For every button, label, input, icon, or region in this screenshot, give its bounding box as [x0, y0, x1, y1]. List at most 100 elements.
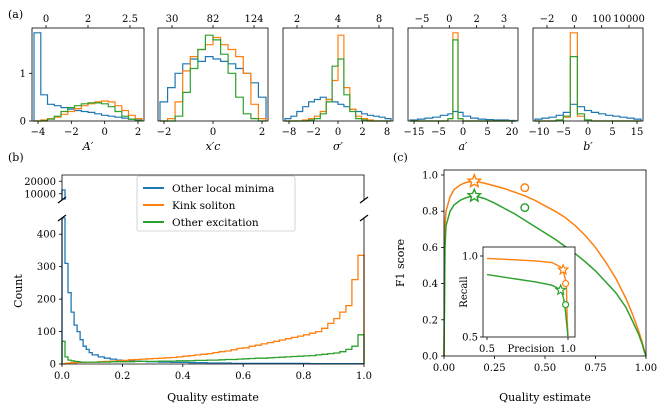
x-tick-label: 0.2 [114, 371, 130, 382]
inset-x-tick-label: 0.5 [479, 344, 495, 355]
x-top-tick-label: 124 [244, 14, 263, 25]
x-tick-label: 20 [506, 127, 519, 138]
x-tick-label: 2 [359, 127, 365, 138]
x-tick-label: 1.0 [356, 371, 372, 382]
x-axis-label: Quality estimate [499, 391, 591, 404]
x-tick-label: 1.00 [635, 363, 657, 374]
inset-y-tick-label: 1.0 [462, 252, 478, 263]
hist-series-orange [285, 34, 391, 122]
hist-series-orange [160, 36, 267, 122]
legend: Other local minima Kink soliton Other exci… [136, 175, 296, 232]
x-top-tick-label: 0 [571, 14, 577, 25]
f1-curve-green [443, 195, 647, 357]
axis-break-mark [359, 214, 369, 222]
x-top-tick-label: 2 [85, 14, 91, 25]
x-top-tick-label: 10000 [613, 14, 645, 25]
f1-curve-orange [443, 180, 647, 357]
x-tick-label: 0 [585, 127, 591, 138]
x-tick-label: 0.4 [175, 371, 191, 382]
hist-series-green [535, 56, 641, 122]
y-tick-label: 300 [37, 262, 56, 273]
x-axis-label: a′ [458, 140, 468, 153]
hist-series-green [34, 102, 143, 122]
axis-break-mark [57, 196, 67, 204]
panel-c: (c) 0.00 0.25 0.50 0.75 1.00 0.0 0.2 0.4 0.6 0.8 1.… [393, 151, 657, 404]
x-tick-label: 0.6 [235, 371, 251, 382]
x-top-tick-label: 2 [473, 14, 479, 25]
y-tick-label: 0.2 [422, 315, 438, 326]
x-tick-label: 2 [259, 127, 265, 138]
y-tick-label: 0 [50, 360, 56, 371]
pr-curve-orange [486, 257, 569, 338]
y-tick-label: 200 [37, 295, 56, 306]
x-axis-label: b′ [583, 140, 593, 153]
y-top-tick-label: 20000 [24, 177, 56, 188]
x-tick-label: −15 [403, 127, 424, 138]
x-tick-label: 5 [609, 127, 615, 138]
inset-y-axis-label: Recall [459, 276, 470, 307]
x-tick-label: 0 [101, 127, 107, 138]
hist-series-blue [33, 32, 143, 121]
star-marker-orange [466, 172, 483, 189]
x-axis-label: x′c [206, 140, 221, 153]
inset-y-tick-label: 0.5 [462, 333, 478, 344]
histogram-a3: −8 −2 0 2 8 2 4 8 σ′ [282, 14, 394, 153]
hist-series-blue [284, 96, 392, 121]
legend-label: Kink soliton [172, 200, 236, 212]
hist-series-green [160, 34, 266, 122]
inset-precision-recall: 0.5 1.0 0.5 1.0 Precision Recall [459, 246, 576, 355]
y-tick-label: 0.4 [422, 279, 438, 290]
x-top-tick-label: 2 [294, 14, 300, 25]
histogram-a1: −4 −2 0 2 0 2 2.5 A′ 0 1 [20, 14, 145, 153]
histogram-a4: −15 −5 0 5 20 −5 0 2 3 a′ [403, 14, 519, 153]
y-tick-label: 100 [37, 327, 56, 338]
circle-marker-orange [520, 183, 530, 193]
x-tick-label: 8 [384, 127, 390, 138]
y-axis-label: F1 score [394, 239, 407, 287]
x-top-tick-label: 4 [335, 14, 341, 25]
x-top-tick-label: 0 [446, 14, 452, 25]
x-tick-label: 0 [335, 127, 341, 138]
y-axis-label: Count [12, 274, 25, 308]
inset-x-axis-label: Precision [507, 344, 555, 355]
plot-frame [31, 27, 145, 122]
x-tick-label: −5 [431, 127, 446, 138]
x-axis-label: A′ [82, 140, 94, 153]
y-top-tick-label: 10000 [24, 189, 56, 200]
x-top-tick-label: 100 [592, 14, 611, 25]
x-tick-label: 0.50 [534, 363, 556, 374]
legend-box [136, 175, 296, 232]
hist-series-orange [62, 254, 365, 365]
legend-label: Other excitation [172, 217, 259, 229]
circle-marker-green [520, 203, 530, 213]
y-tick-label: 0.6 [422, 243, 438, 254]
x-top-tick-label: 0 [43, 14, 49, 25]
axis-break-mark [359, 196, 369, 204]
y-tick-label: 0.0 [422, 352, 438, 363]
hist-series-blue [159, 56, 267, 121]
star-marker-green [466, 187, 483, 203]
x-tick-label: 0.25 [483, 363, 505, 374]
x-top-tick-label: 82 [207, 14, 220, 25]
plot-frame [532, 27, 644, 122]
star-marker-orange [556, 263, 570, 276]
x-tick-label: −2 [157, 127, 172, 138]
x-tick-label: 15 [631, 127, 644, 138]
y-tick-label: 0.8 [422, 207, 438, 218]
x-top-tick-label: 30 [166, 14, 179, 25]
x-top-tick-label: 2.5 [122, 14, 138, 25]
legend-label: Other local minima [172, 183, 274, 195]
y-tick-label: 0 [20, 117, 26, 128]
hist-series-green [285, 58, 391, 122]
histogram-a5: −10 −5 0 5 15 −2 0 100 10000 b′ [528, 14, 644, 153]
x-tick-label: 0.0 [54, 371, 70, 382]
y-tick-label: 1.0 [422, 171, 438, 182]
circle-marker-orange [561, 279, 570, 288]
x-top-tick-label: 3 [501, 14, 507, 25]
hist-series-orange [535, 32, 641, 122]
hist-series-green [410, 39, 516, 122]
panel-label-b: (b) [8, 151, 24, 164]
x-tick-label: 0.00 [433, 363, 455, 374]
histogram-a2: −2 0 2 30 82 124 x′c [157, 14, 269, 153]
